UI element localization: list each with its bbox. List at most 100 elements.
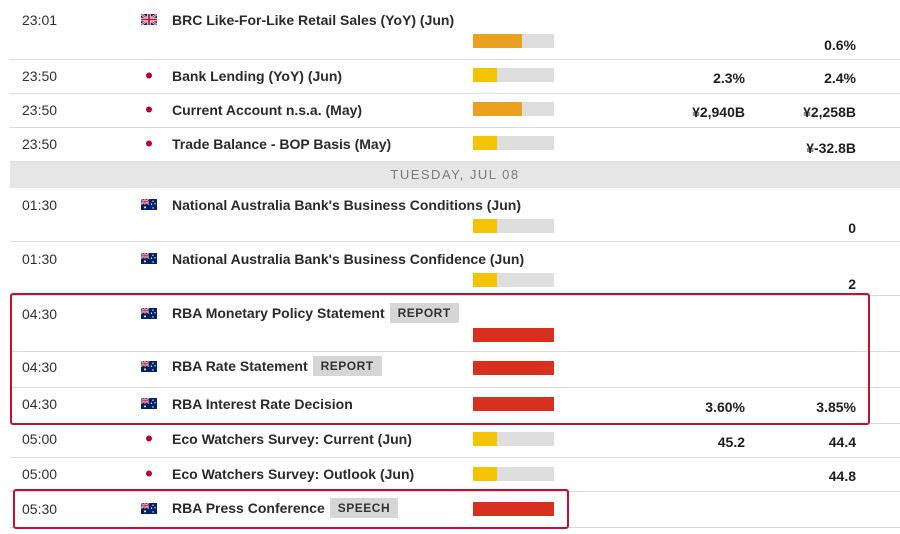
impact-meter-fill	[473, 361, 554, 375]
impact-meter	[473, 397, 554, 411]
event-time: 05:00	[22, 466, 58, 482]
event-time: 01:30	[22, 197, 58, 213]
press-conference-highlight-box	[13, 489, 569, 529]
event-name-text: RBA Interest Rate Decision	[172, 396, 353, 412]
uk-flag-icon	[141, 14, 157, 25]
impact-meter-fill	[473, 502, 554, 516]
au-flag-icon	[141, 308, 157, 319]
au-flag-icon	[141, 199, 157, 210]
event-name-text: Bank Lending (YoY) (Jun)	[172, 68, 343, 84]
calendar-row[interactable]: 05:00 Eco Watchers Survey: Current (Jun)…	[10, 424, 900, 458]
event-name-text: Eco Watchers Survey: Outlook (Jun)	[172, 466, 415, 482]
impact-meter-fill	[473, 219, 498, 233]
event-name-text: RBA Rate Statement	[172, 358, 308, 374]
event-name[interactable]: Bank Lending (YoY) (Jun)	[172, 68, 342, 84]
au-flag-icon-graphic	[141, 199, 157, 210]
impact-meter	[473, 467, 554, 481]
impact-meter	[473, 273, 554, 287]
previous-value: 3.85%	[816, 399, 856, 415]
jp-flag-icon-graphic	[141, 104, 157, 115]
jp-flag-icon-graphic	[141, 138, 157, 149]
au-flag-icon-graphic	[141, 361, 157, 372]
jp-flag-icon	[141, 138, 157, 149]
impact-meter-fill	[473, 136, 498, 150]
event-name[interactable]: RBA Interest Rate Decision	[172, 396, 353, 412]
au-flag-icon-graphic	[141, 308, 157, 319]
calendar-row[interactable]: 23:01 BRC Like-For-Like Retail Sales (Yo…	[10, 4, 900, 60]
event-time: 05:30	[22, 501, 58, 517]
impact-meter-fill	[473, 432, 498, 446]
impact-meter	[473, 219, 554, 233]
impact-meter	[473, 102, 554, 116]
event-time: 04:30	[22, 396, 58, 412]
event-time: 01:30	[22, 251, 58, 267]
calendar-row[interactable]: 01:30 National Australia Bank's Business…	[10, 242, 900, 296]
event-name-text: RBA Press Conference	[172, 500, 325, 516]
event-name[interactable]: RBA Monetary Policy Statement REPORT	[172, 303, 459, 323]
jp-flag-icon-graphic	[141, 70, 157, 81]
impact-meter-fill	[473, 467, 498, 481]
event-name[interactable]: Current Account n.s.a. (May)	[172, 102, 362, 118]
event-name[interactable]: RBA Press Conference SPEECH	[172, 498, 399, 518]
event-name[interactable]: RBA Rate Statement REPORT	[172, 356, 382, 376]
calendar-row[interactable]: 04:30 RBA Rate Statement REPORT	[10, 352, 900, 388]
calendar-row[interactable]: 23:50 Bank Lending (YoY) (Jun) 2.3% 2.4%	[10, 60, 900, 94]
forecast-value: ¥2,940B	[692, 104, 745, 120]
impact-meter	[473, 432, 554, 446]
report-tag: REPORT	[389, 303, 459, 323]
event-name-text: Current Account n.s.a. (May)	[172, 102, 363, 118]
au-flag-icon-graphic	[141, 253, 157, 264]
jp-flag-icon	[141, 433, 157, 444]
calendar-row[interactable]: 23:50 Trade Balance - BOP Basis (May) ¥-…	[10, 128, 900, 162]
event-name[interactable]: BRC Like-For-Like Retail Sales (YoY) (Ju…	[172, 12, 454, 28]
au-flag-icon	[141, 398, 157, 409]
previous-value: ¥-32.8B	[806, 140, 856, 156]
au-flag-icon	[141, 253, 157, 264]
au-flag-icon-graphic	[141, 503, 157, 514]
calendar-row[interactable]: 01:30 National Australia Bank's Business…	[10, 188, 900, 242]
event-time: 23:50	[22, 68, 58, 84]
impact-meter	[473, 328, 554, 342]
impact-meter-fill	[473, 273, 498, 287]
au-flag-icon	[141, 361, 157, 372]
previous-value: 2	[848, 276, 856, 292]
au-flag-icon-graphic	[141, 398, 157, 409]
impact-meter	[473, 34, 554, 48]
impact-meter-fill	[473, 102, 522, 116]
event-time: 23:50	[22, 136, 58, 152]
au-flag-icon	[141, 503, 157, 514]
jp-flag-icon	[141, 104, 157, 115]
event-name[interactable]: National Australia Bank's Business Confi…	[172, 251, 524, 267]
impact-meter-fill	[473, 328, 554, 342]
previous-value: 44.8	[828, 468, 856, 484]
event-name-text: BRC Like-For-Like Retail Sales (YoY) (Ju…	[172, 12, 455, 28]
rba-highlight-box	[10, 293, 870, 425]
event-name-text: National Australia Bank's Business Confi…	[172, 251, 525, 267]
event-time: 04:30	[22, 306, 58, 322]
impact-meter-fill	[473, 34, 522, 48]
event-time: 23:01	[22, 12, 58, 28]
forecast-value: 45.2	[717, 434, 745, 450]
previous-value: 2.4%	[824, 70, 856, 86]
calendar-row[interactable]: 04:30 RBA Monetary Policy Statement REPOR…	[10, 296, 900, 352]
uk-flag-icon-graphic	[141, 14, 157, 25]
forecast-value: 3.60%	[705, 399, 745, 415]
event-name[interactable]: Eco Watchers Survey: Current (Jun)	[172, 431, 412, 447]
event-name[interactable]: Eco Watchers Survey: Outlook (Jun)	[172, 466, 414, 482]
previous-value: 0	[848, 220, 856, 236]
previous-value: 0.6%	[824, 37, 856, 53]
speech-tag: SPEECH	[329, 498, 399, 518]
jp-flag-icon-graphic	[141, 433, 157, 444]
previous-value: ¥2,258B	[803, 104, 856, 120]
event-time: 23:50	[22, 102, 58, 118]
jp-flag-icon-graphic	[141, 468, 157, 479]
event-name-text: National Australia Bank's Business Condi…	[172, 197, 521, 213]
calendar-row[interactable]: 05:00 Eco Watchers Survey: Outlook (Jun)…	[10, 458, 900, 492]
event-time: 05:00	[22, 431, 58, 447]
impact-meter-fill	[473, 68, 498, 82]
event-name[interactable]: Trade Balance - BOP Basis (May)	[172, 136, 391, 152]
event-name-text: RBA Monetary Policy Statement	[172, 305, 385, 321]
calendar-row[interactable]: 23:50 Current Account n.s.a. (May) ¥2,94…	[10, 94, 900, 128]
event-name[interactable]: National Australia Bank's Business Condi…	[172, 197, 521, 213]
